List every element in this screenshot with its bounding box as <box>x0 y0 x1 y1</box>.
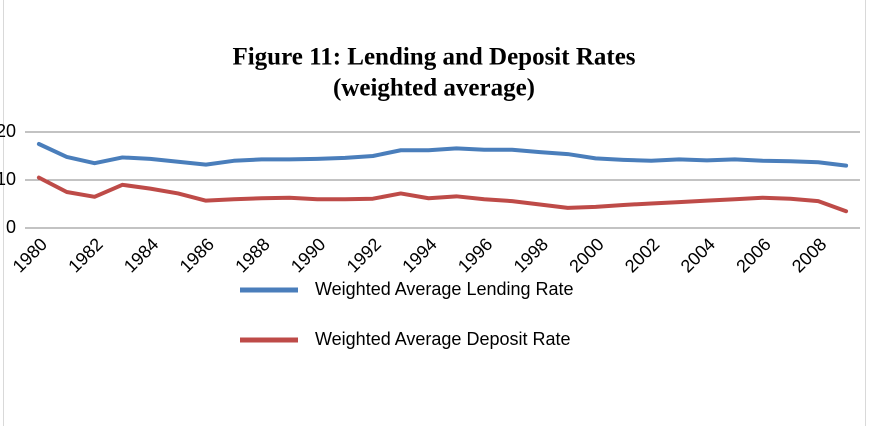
x-tick-label: 2004 <box>677 234 719 276</box>
y-tick-label: 20 <box>0 121 16 141</box>
chart-border <box>3 0 866 426</box>
x-tick-label: 1982 <box>64 234 106 276</box>
data-line <box>36 175 849 214</box>
x-tick-label: 2006 <box>732 234 774 276</box>
x-tick-label: 2000 <box>565 234 607 276</box>
legend-label: Weighted Average Deposit Rate <box>315 329 571 349</box>
x-tick-label: 1998 <box>510 234 552 276</box>
y-tick-label: 10 <box>0 169 16 189</box>
data-line <box>36 142 849 168</box>
x-tick-label: 2002 <box>621 234 663 276</box>
x-tick-label: 1996 <box>454 234 496 276</box>
x-tick-label: 1992 <box>343 234 385 276</box>
legend-label: Weighted Average Lending Rate <box>315 279 574 299</box>
x-tick-label: 1988 <box>231 234 273 276</box>
x-tick-label: 1990 <box>287 234 329 276</box>
x-tick-label: 1984 <box>120 234 162 276</box>
x-tick-label: 2008 <box>788 234 830 276</box>
chart-title: Figure 11: Lending and Deposit Rates <box>232 44 635 71</box>
y-tick-label: 0 <box>6 217 16 237</box>
chart-subtitle: (weighted average) <box>333 75 535 102</box>
x-tick-label: 1980 <box>9 234 51 276</box>
x-tick-label: 1986 <box>176 234 218 276</box>
x-tick-label: 1994 <box>398 234 440 276</box>
